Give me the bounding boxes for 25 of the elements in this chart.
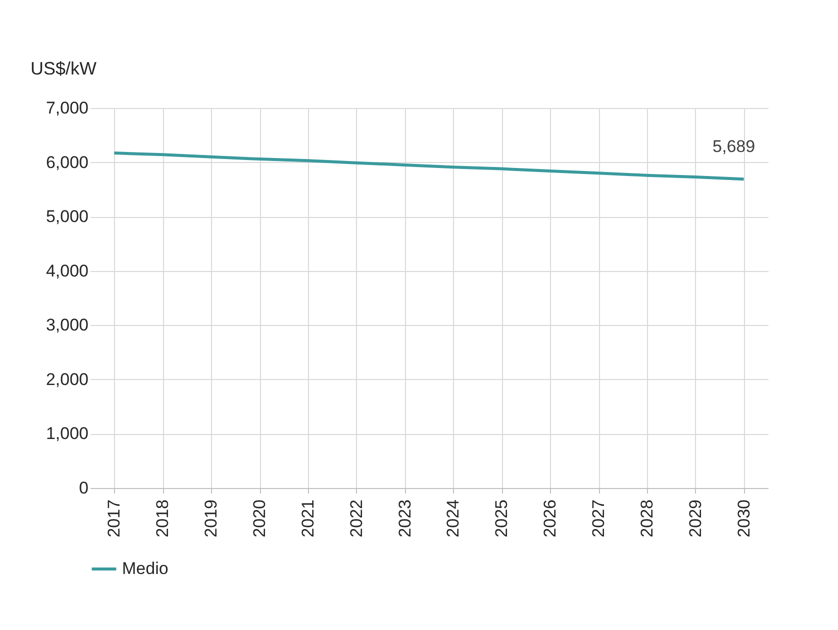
- x-tick-label: 2026: [540, 500, 560, 538]
- x-tick-label: 2024: [444, 500, 463, 538]
- x-tick-label: 2025: [492, 500, 512, 538]
- y-axis-title: US$/kW: [30, 58, 97, 78]
- y-tick-label: 7,000: [46, 98, 88, 118]
- x-tick-label: 2018: [153, 500, 172, 538]
- x-tick-label: 2023: [395, 500, 414, 538]
- y-tick-label: 1,000: [46, 424, 88, 444]
- x-tick-label: 2030: [734, 500, 754, 538]
- y-tick-label: 3,000: [46, 316, 88, 335]
- x-tick-label: 2020: [250, 500, 269, 538]
- x-tick-label: 2019: [202, 500, 221, 538]
- x-tick-label: 2027: [589, 500, 608, 538]
- x-tick-label: 2028: [637, 500, 656, 538]
- x-tick-label: 2029: [686, 500, 705, 538]
- y-tick-label: 2,000: [46, 370, 88, 389]
- y-tick-label: 6,000: [46, 152, 88, 172]
- x-tick-label: 2021: [298, 500, 318, 538]
- legend-label: Medio: [122, 559, 168, 578]
- y-tick-label: 5,000: [46, 207, 88, 226]
- y-tick-label: 0: [79, 478, 88, 498]
- x-tick-label: 2022: [346, 500, 366, 538]
- y-tick-label: 4,000: [46, 261, 88, 280]
- x-tick-label: 2017: [104, 500, 124, 538]
- data-label: 5,689: [712, 137, 756, 156]
